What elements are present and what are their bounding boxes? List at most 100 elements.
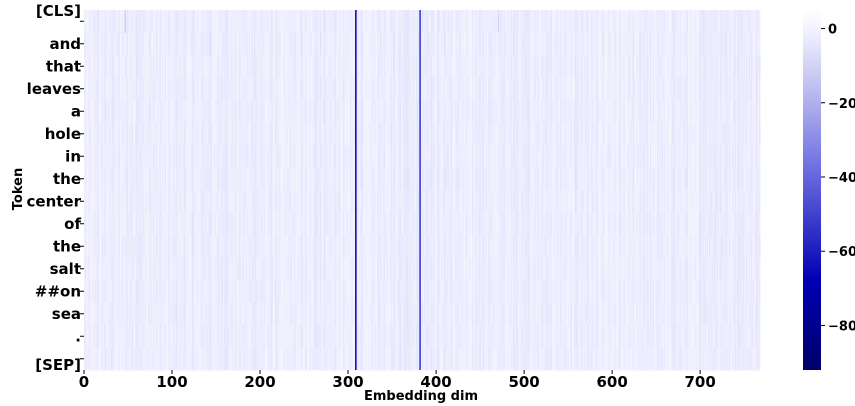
heatmap-cell	[458, 122, 461, 146]
heatmap-cell	[275, 32, 277, 56]
heatmap-cell	[742, 32, 744, 56]
heatmap-cell	[134, 122, 136, 146]
heatmap-cell	[719, 32, 721, 56]
heatmap-cell	[554, 55, 556, 78]
heatmap-cell	[262, 55, 264, 78]
heatmap-cell	[583, 55, 585, 78]
heatmap-cell	[304, 122, 307, 146]
heatmap-cell	[420, 55, 422, 78]
heatmap-cell	[747, 55, 749, 78]
heatmap-cell	[85, 122, 88, 146]
heatmap-cell	[360, 10, 362, 33]
heatmap-cell	[258, 100, 260, 123]
heatmap-cell	[307, 10, 309, 33]
heatmap-cell	[357, 32, 360, 56]
heatmap-cell	[359, 32, 361, 56]
heatmap-cell	[657, 77, 660, 101]
heatmap-cell	[595, 100, 597, 123]
heatmap-cell	[124, 32, 126, 56]
heatmap-cell	[703, 55, 705, 78]
heatmap-cell	[598, 55, 601, 78]
heatmap-cell	[697, 77, 699, 101]
heatmap-cell	[708, 55, 710, 78]
heatmap-cell	[230, 122, 233, 146]
heatmap-cell	[584, 77, 587, 101]
heatmap-cell	[499, 32, 501, 56]
heatmap-cell	[465, 100, 467, 123]
heatmap-cell	[623, 10, 625, 33]
heatmap-cell	[568, 100, 570, 123]
heatmap-cell	[568, 100, 571, 123]
heatmap-cell	[243, 32, 245, 56]
heatmap-cell	[120, 55, 122, 78]
heatmap-cell	[612, 32, 614, 56]
heatmap-cell	[573, 32, 575, 56]
heatmap-cell	[422, 100, 425, 123]
heatmap-cell	[660, 100, 662, 123]
heatmap-cell	[382, 32, 384, 56]
heatmap-cell	[507, 10, 509, 33]
heatmap-cell	[126, 10, 128, 33]
heatmap-cell	[497, 32, 499, 56]
heatmap-cell	[212, 77, 214, 101]
heatmap-cell	[304, 55, 307, 78]
heatmap-cell	[737, 55, 740, 78]
heatmap-cell	[373, 32, 375, 56]
heatmap-cell	[527, 55, 529, 78]
heatmap-cell	[662, 32, 664, 56]
heatmap-cell	[291, 32, 294, 56]
heatmap-cell	[184, 55, 186, 78]
heatmap-cell	[94, 100, 96, 123]
heatmap-cell	[591, 10, 593, 33]
heatmap-cell	[275, 55, 278, 78]
heatmap-cell	[539, 100, 541, 123]
heatmap-cell	[557, 32, 559, 56]
heatmap-cell	[100, 32, 102, 56]
heatmap-cell	[711, 77, 713, 101]
heatmap-cell	[541, 77, 543, 101]
heatmap-cell	[191, 122, 193, 146]
heatmap-cell	[752, 10, 754, 33]
heatmap-cell	[517, 77, 520, 101]
heatmap-cell	[734, 77, 736, 101]
heatmap-cell	[351, 32, 353, 56]
heatmap-cell	[660, 55, 662, 78]
heatmap-cell	[451, 10, 453, 33]
heatmap-cell	[375, 55, 377, 78]
heatmap-cell	[313, 77, 316, 101]
heatmap-cell	[387, 10, 389, 33]
heatmap-cell	[494, 100, 496, 123]
heatmap-cell	[388, 77, 390, 101]
heatmap-cell	[402, 100, 404, 123]
heatmap-cell	[534, 32, 536, 56]
heatmap-cell	[325, 32, 327, 56]
heatmap-cell	[451, 100, 453, 123]
heatmap-cell	[137, 77, 139, 101]
heatmap-cell	[755, 77, 757, 101]
heatmap-cell	[93, 32, 95, 56]
heatmap-cell	[693, 100, 696, 123]
heatmap-cell	[598, 77, 600, 101]
heatmap-cell	[254, 32, 257, 56]
heatmap-cell	[342, 10, 345, 33]
heatmap-cell	[622, 10, 624, 33]
heatmap-cell	[300, 77, 302, 101]
heatmap-cell	[679, 10, 682, 33]
heatmap-cell	[343, 77, 345, 101]
heatmap-cell	[185, 10, 187, 33]
heatmap-cell	[583, 100, 585, 123]
heatmap-cell	[333, 100, 336, 123]
heatmap-cell	[758, 32, 760, 56]
heatmap-cell	[153, 55, 155, 78]
heatmap-cell	[647, 77, 649, 101]
heatmap-cell	[263, 32, 265, 56]
heatmap-cell	[252, 100, 254, 123]
heatmap-cell	[311, 32, 314, 56]
heatmap-cell	[539, 77, 542, 101]
heatmap-cell	[407, 100, 410, 123]
heatmap-cell	[337, 100, 339, 123]
heatmap-cell	[584, 55, 587, 78]
heatmap-cell	[215, 32, 217, 56]
heatmap-cell	[581, 10, 583, 33]
heatmap-cell	[392, 10, 395, 33]
